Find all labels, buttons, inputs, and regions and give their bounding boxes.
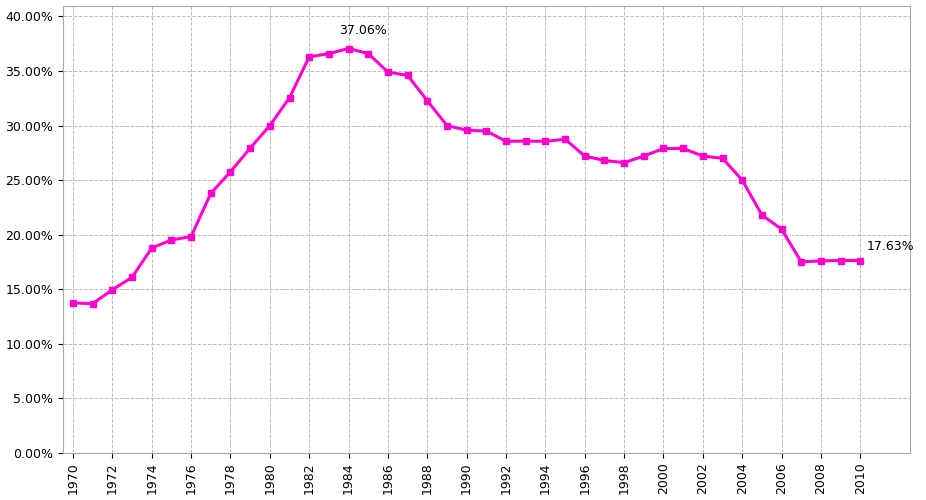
Text: 17.63%: 17.63%	[866, 240, 914, 252]
Text: 37.06%: 37.06%	[339, 24, 386, 38]
